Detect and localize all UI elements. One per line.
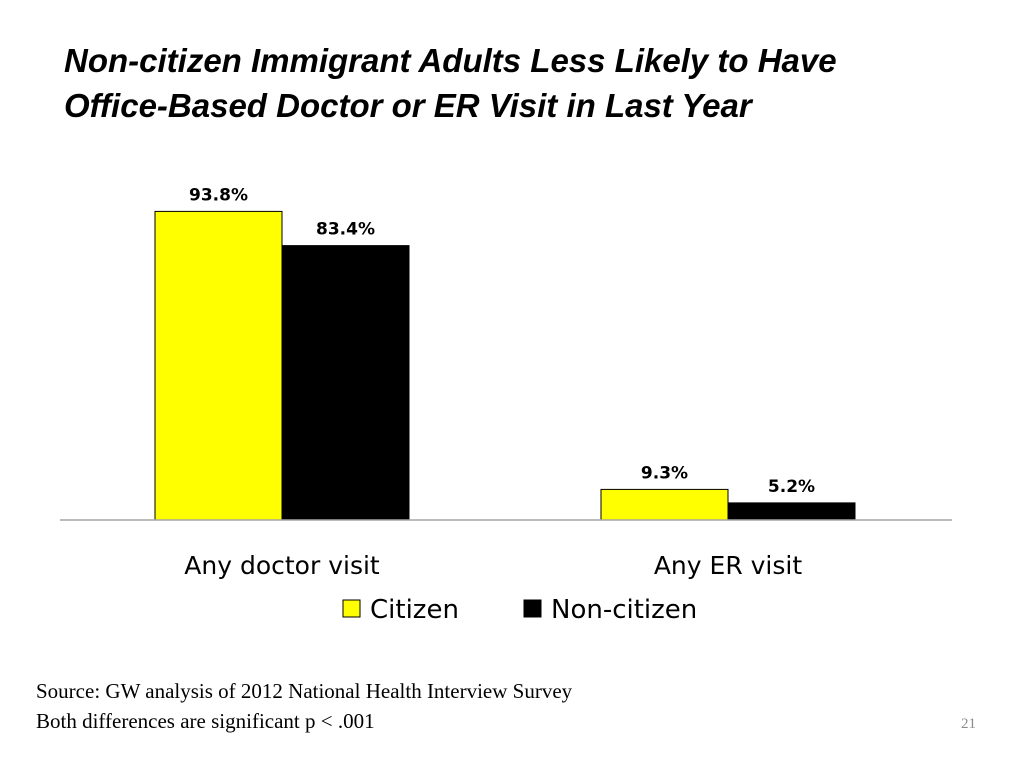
bar-citizen-any-er-visit (600, 488, 729, 521)
data-label-non-citizen-any-doctor-visit: 83.4% (316, 220, 375, 240)
bar-non-citizen-any-doctor-visit (281, 245, 410, 521)
slide-title: Non-citizen Immigrant Adults Less Likely… (64, 38, 994, 128)
legend-swatch-citizen (342, 599, 361, 618)
legend-label-citizen: Citizen (370, 595, 459, 625)
significance-note: Both differences are significant p < .00… (36, 709, 375, 733)
source-line-1: Source: GW analysis of 2012 National Hea… (36, 679, 573, 703)
bar-non-citizen-any-er-visit (727, 502, 856, 521)
category-label-any-doctor-visit: Any doctor visit (184, 551, 380, 580)
bar-chart: 93.8% 83.4% Any doctor visit 9.3% 5.2% Any ER… (60, 185, 952, 625)
legend-label-non-citizen: Non-citizen (551, 595, 697, 625)
source-note: Source: GW analysis of 2012 National Hea… (36, 676, 572, 736)
legend-swatch-non-citizen (523, 599, 542, 618)
data-label-citizen-any-er-visit: 9.3% (641, 463, 688, 483)
data-label-citizen-any-doctor-visit: 93.8% (189, 185, 248, 205)
page-number: 21 (961, 716, 976, 732)
bar-citizen-any-doctor-visit (154, 210, 283, 521)
legend: Citizen Non-citizen (342, 595, 697, 625)
title-line-2: Office-Based Doctor or ER Visit in Last … (64, 87, 752, 124)
title-line-1: Non-citizen Immigrant Adults Less Likely… (64, 42, 837, 79)
data-label-non-citizen-any-er-visit: 5.2% (768, 477, 815, 497)
category-label-any-er-visit: Any ER visit (654, 551, 803, 580)
